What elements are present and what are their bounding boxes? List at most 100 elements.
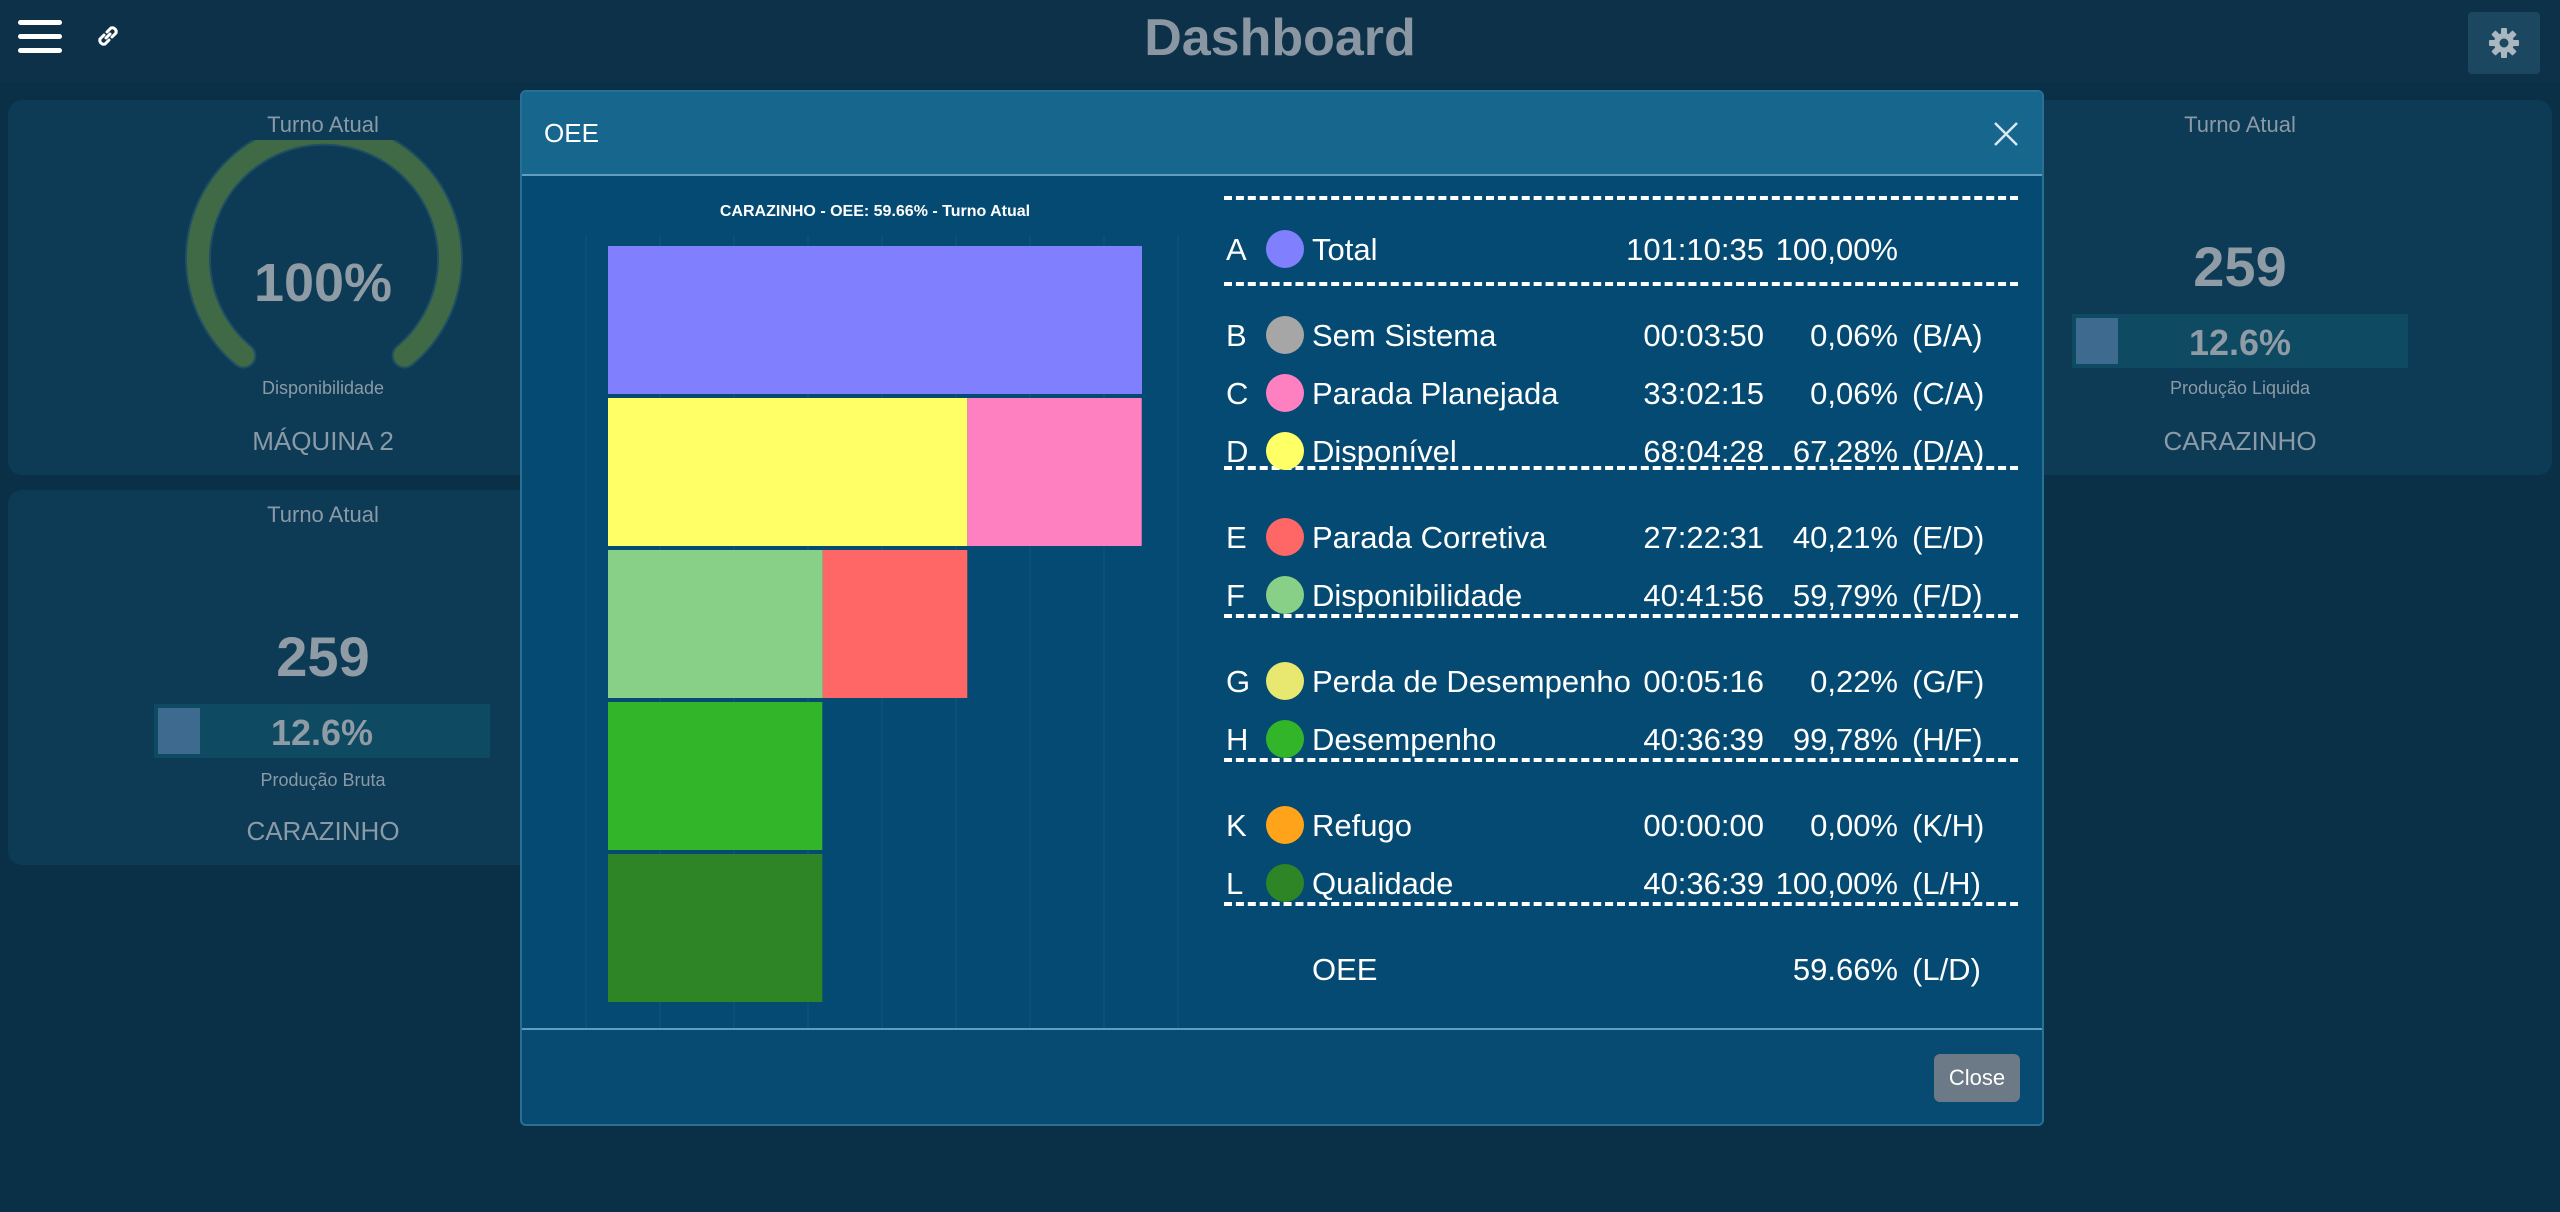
row-label: Disponível — [1312, 434, 1457, 469]
link-icon[interactable] — [94, 22, 122, 50]
availability-gauge — [185, 140, 463, 369]
oee-row: D Disponível 68:04:28 67,28% (D/A) — [1222, 428, 2022, 472]
progress-fill — [158, 708, 200, 754]
chart-bar-segment — [967, 398, 1142, 546]
row-ratio: (G/F) — [1912, 664, 1985, 699]
close-icon[interactable] — [1992, 120, 2020, 148]
production-count: 259 — [2193, 235, 2287, 298]
row-duration: 00:03:50 — [1643, 318, 1764, 353]
row-percent: 100,00% — [1775, 866, 1898, 901]
chart-bar-segment — [608, 854, 823, 1002]
row-label: Refugo — [1312, 808, 1412, 843]
oee-row: B Sem Sistema 00:03:50 0,06% (B/A) — [1222, 312, 2022, 356]
oee-row: C Parada Planejada 33:02:15 0,06% (C/A) — [1222, 370, 2022, 414]
section-divider — [1224, 466, 2018, 470]
row-percent: 99,78% — [1792, 722, 1898, 757]
section-divider — [1224, 282, 2018, 286]
row-duration: 27:22:31 — [1643, 520, 1764, 555]
legend-dot — [1266, 518, 1304, 556]
oee-row: E Parada Corretiva 27:22:31 40,21% (E/D) — [1222, 514, 2022, 558]
oee-row: A Total 101:10:35 100,00% — [1222, 226, 2022, 270]
row-letter: F — [1226, 578, 1245, 613]
top-bar: Dashboard — [0, 0, 2560, 82]
chart-bar-segment — [608, 702, 823, 850]
row-percent: 59,79% — [1792, 578, 1898, 613]
chart-bar-segment — [608, 550, 823, 698]
row-ratio: (B/A) — [1912, 318, 1983, 353]
section-divider — [1224, 196, 2018, 200]
row-duration: 33:02:15 — [1643, 376, 1764, 411]
chart-bar-segment — [822, 550, 968, 698]
menu-icon[interactable] — [18, 20, 62, 54]
row-label: Desempenho — [1312, 722, 1497, 757]
row-percent: 0,00% — [1810, 808, 1898, 843]
row-letter: G — [1226, 664, 1251, 699]
page-title: Dashboard — [1144, 9, 1416, 67]
row-percent: 67,28% — [1792, 434, 1898, 469]
row-ratio: (H/F) — [1912, 722, 1983, 757]
section-divider — [1224, 758, 2018, 762]
chart-bar-segment — [608, 246, 1142, 394]
legend-dot — [1266, 374, 1304, 412]
row-ratio: (C/A) — [1912, 376, 1985, 411]
row-percent: 0,06% — [1810, 318, 1898, 353]
row-duration: 00:00:00 — [1643, 808, 1764, 843]
section-divider — [1224, 902, 2018, 906]
row-duration: 68:04:28 — [1643, 434, 1764, 469]
row-percent: 100,00% — [1775, 232, 1898, 267]
modal-footer: Close — [522, 1028, 2042, 1124]
settings-button[interactable] — [2468, 12, 2540, 74]
row-label: Sem Sistema — [1312, 318, 1497, 353]
row-ratio: (L/H) — [1912, 866, 1981, 901]
legend-dot — [1266, 662, 1304, 700]
oee-row: F Disponibilidade 40:41:56 59,79% (F/D) — [1222, 572, 2022, 616]
row-duration: 40:36:39 — [1643, 866, 1764, 901]
legend-dot — [1266, 806, 1304, 844]
row-ratio: (F/D) — [1912, 578, 1983, 613]
row-letter: D — [1226, 434, 1249, 469]
gear-icon — [2489, 28, 2519, 58]
oee-row: K Refugo 00:00:00 0,00% (K/H) — [1222, 802, 2022, 846]
row-label: Parada Corretiva — [1312, 520, 1547, 555]
gauge-value: 100% — [253, 253, 393, 313]
row-duration: 40:41:56 — [1643, 578, 1764, 613]
chart-title: CARAZINHO - OEE: 59.66% - Turno Atual — [720, 203, 1030, 220]
oee-modal: OEE CARAZINHO - OEE: 59.66% - Turno Atua… — [520, 90, 2044, 1126]
progress-percent: 12.6% — [2188, 322, 2292, 363]
row-letter: H — [1226, 722, 1249, 757]
legend-dot — [1266, 432, 1304, 470]
close-button[interactable]: Close — [1934, 1054, 2020, 1102]
gauge-caption: Disponibilidade — [261, 378, 385, 398]
site-name: CARAZINHO — [246, 816, 400, 846]
production-count: 259 — [276, 625, 370, 688]
row-duration: 40:36:39 — [1643, 722, 1764, 757]
legend-dot — [1266, 230, 1304, 268]
oee-waterfall-chart: CARAZINHO - OEE: 59.66% - Turno Atual — [522, 176, 1222, 1028]
row-duration: 00:05:16 — [1643, 664, 1764, 699]
row-letter: B — [1226, 318, 1247, 353]
row-letter: C — [1226, 376, 1249, 411]
production-caption: Produção Bruta — [260, 770, 386, 790]
progress-fill — [2076, 318, 2118, 364]
row-percent: 0,22% — [1810, 664, 1898, 699]
row-ratio: (L/D) — [1912, 952, 1981, 987]
legend-dot — [1266, 864, 1304, 902]
production-caption: Produção Liquida — [2169, 378, 2311, 398]
net-production-card: Turno Atual 259 12.6% Produção Liquida C… — [2000, 100, 2552, 475]
oee-row: OEE 59.66% (L/D) — [1222, 946, 2022, 990]
row-percent: 59.66% — [1792, 952, 1898, 987]
modal-title: OEE — [544, 118, 599, 148]
row-label: Total — [1312, 232, 1378, 267]
section-divider — [1224, 614, 2018, 618]
row-duration: 101:10:35 — [1626, 232, 1764, 267]
row-letter: K — [1226, 808, 1247, 843]
row-percent: 40,21% — [1792, 520, 1898, 555]
production-progress: 12.6% — [154, 704, 490, 758]
modal-body: CARAZINHO - OEE: 59.66% - Turno Atual A T… — [522, 176, 2042, 1028]
row-ratio: (K/H) — [1912, 808, 1985, 843]
row-label: OEE — [1312, 952, 1378, 987]
card-shift-label: Turno Atual — [2184, 112, 2296, 137]
row-letter: L — [1226, 866, 1244, 901]
legend-dot — [1266, 576, 1304, 614]
modal-header: OEE — [522, 92, 2042, 176]
